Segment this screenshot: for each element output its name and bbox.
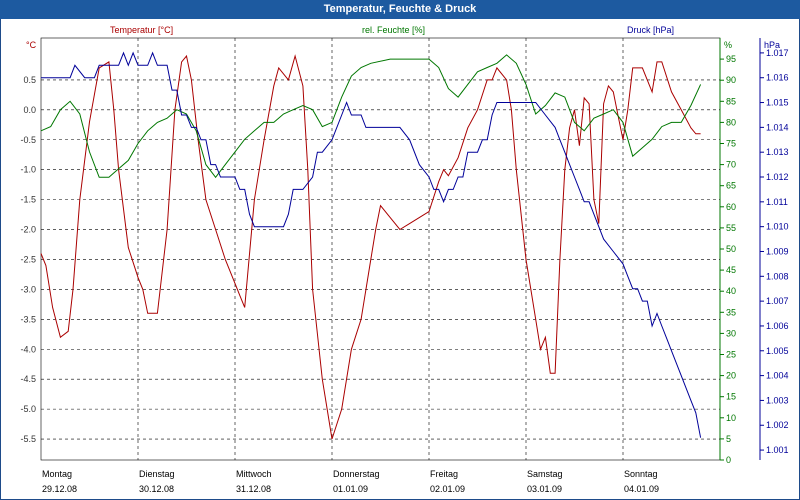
legend-temperature: Temperatur [°C]	[110, 25, 173, 35]
humidity-tick-label: 60	[726, 202, 736, 212]
pressure-tick-label: 1.007	[766, 296, 789, 306]
temperature-tick-label: -5.0	[20, 404, 36, 414]
pressure-tick-label: 1.008	[766, 271, 789, 281]
humidity-tick-label: 45	[726, 265, 736, 275]
pressure-tick-label: 1.013	[766, 147, 789, 157]
x-date-label: 02.01.09	[430, 484, 465, 494]
x-date-label: 29.12.08	[42, 484, 77, 494]
temperature-tick-label: -3.0	[20, 284, 36, 294]
legend-pressure: Druck [hPa]	[627, 25, 674, 35]
humidity-tick-label: 75	[726, 139, 736, 149]
humidity-tick-label: 65	[726, 181, 736, 191]
temperature-tick-label: -1.5	[20, 195, 36, 205]
temperature-series-line	[40, 54, 701, 440]
humidity-series-line	[40, 54, 702, 179]
x-day-label: Mittwoch	[236, 469, 272, 479]
humidity-tick-label: 30	[726, 328, 736, 338]
x-date-label: 31.12.08	[236, 484, 271, 494]
temperature-tick-label: 0.5	[23, 75, 36, 85]
temperature-tick-label: -0.5	[20, 135, 36, 145]
humidity-tick-label: 20	[726, 371, 736, 381]
humidity-tick-label: 85	[726, 96, 736, 106]
x-day-label: Samstag	[527, 469, 563, 479]
x-day-label: Montag	[42, 469, 72, 479]
x-day-label: Sonntag	[624, 469, 658, 479]
humidity-tick-label: 70	[726, 160, 736, 170]
pressure-tick-label: 1.014	[766, 122, 789, 132]
temperature-unit-label: °C	[26, 40, 37, 50]
pressure-tick-label: 1.004	[766, 371, 789, 381]
pressure-tick-label: 1.009	[766, 246, 789, 256]
x-date-label: 03.01.09	[527, 484, 562, 494]
temperature-tick-label: -5.5	[20, 434, 36, 444]
pressure-tick-label: 1.006	[766, 321, 789, 331]
pressure-tick-label: 1.002	[766, 420, 789, 430]
humidity-tick-label: 25	[726, 350, 736, 360]
humidity-tick-label: 50	[726, 244, 736, 254]
humidity-tick-label: 0	[726, 455, 731, 465]
chart-title: Temperatur, Feuchte & Druck	[0, 0, 800, 19]
x-date-label: 01.01.09	[333, 484, 368, 494]
legend-humidity: rel. Feuchte [%]	[362, 25, 425, 35]
pressure-tick-label: 1.017	[766, 48, 789, 58]
pressure-tick-label: 1.016	[766, 73, 789, 83]
humidity-tick-label: 80	[726, 117, 736, 127]
x-day-label: Donnerstag	[333, 469, 380, 479]
humidity-tick-label: 95	[726, 54, 736, 64]
humidity-unit-label: %	[724, 40, 732, 50]
temperature-tick-label: -3.5	[20, 314, 36, 324]
x-day-label: Freitag	[430, 469, 458, 479]
temperature-tick-label: -2.0	[20, 225, 36, 235]
x-day-label: Dienstag	[139, 469, 175, 479]
temperature-tick-label: 0.0	[23, 105, 36, 115]
plot-frame	[40, 37, 721, 461]
pressure-tick-label: 1.005	[766, 346, 789, 356]
pressure-tick-label: 1.011	[766, 197, 788, 207]
humidity-tick-label: 35	[726, 307, 736, 317]
x-date-label: 30.12.08	[139, 484, 174, 494]
temperature-tick-label: -4.5	[20, 374, 36, 384]
pressure-tick-label: 1.010	[766, 222, 789, 232]
temperature-tick-label: -1.0	[20, 165, 36, 175]
x-date-label: 04.01.09	[624, 484, 659, 494]
humidity-tick-label: 90	[726, 75, 736, 85]
temperature-tick-label: -2.5	[20, 254, 36, 264]
pressure-tick-label: 1.012	[766, 172, 789, 182]
humidity-tick-label: 15	[726, 392, 736, 402]
pressure-unit-label: hPa	[764, 40, 780, 50]
pressure-tick-label: 1.001	[766, 445, 789, 455]
pressure-tick-label: 1.003	[766, 395, 789, 405]
humidity-tick-label: 40	[726, 286, 736, 296]
pressure-series-line	[41, 51, 702, 438]
temperature-tick-label: -4.0	[20, 344, 36, 354]
humidity-tick-label: 5	[726, 434, 731, 444]
pressure-tick-label: 1.015	[766, 98, 789, 108]
humidity-tick-label: 10	[726, 413, 736, 423]
humidity-tick-label: 55	[726, 223, 736, 233]
